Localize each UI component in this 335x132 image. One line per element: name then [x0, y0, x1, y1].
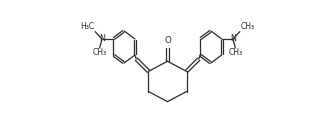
Text: N: N [99, 34, 105, 43]
Text: CH₃: CH₃ [228, 48, 243, 57]
Text: H₃C: H₃C [80, 22, 94, 31]
Text: CH₃: CH₃ [92, 48, 107, 57]
Text: N: N [230, 34, 236, 43]
Text: CH₃: CH₃ [241, 22, 255, 31]
Text: O: O [164, 36, 171, 45]
